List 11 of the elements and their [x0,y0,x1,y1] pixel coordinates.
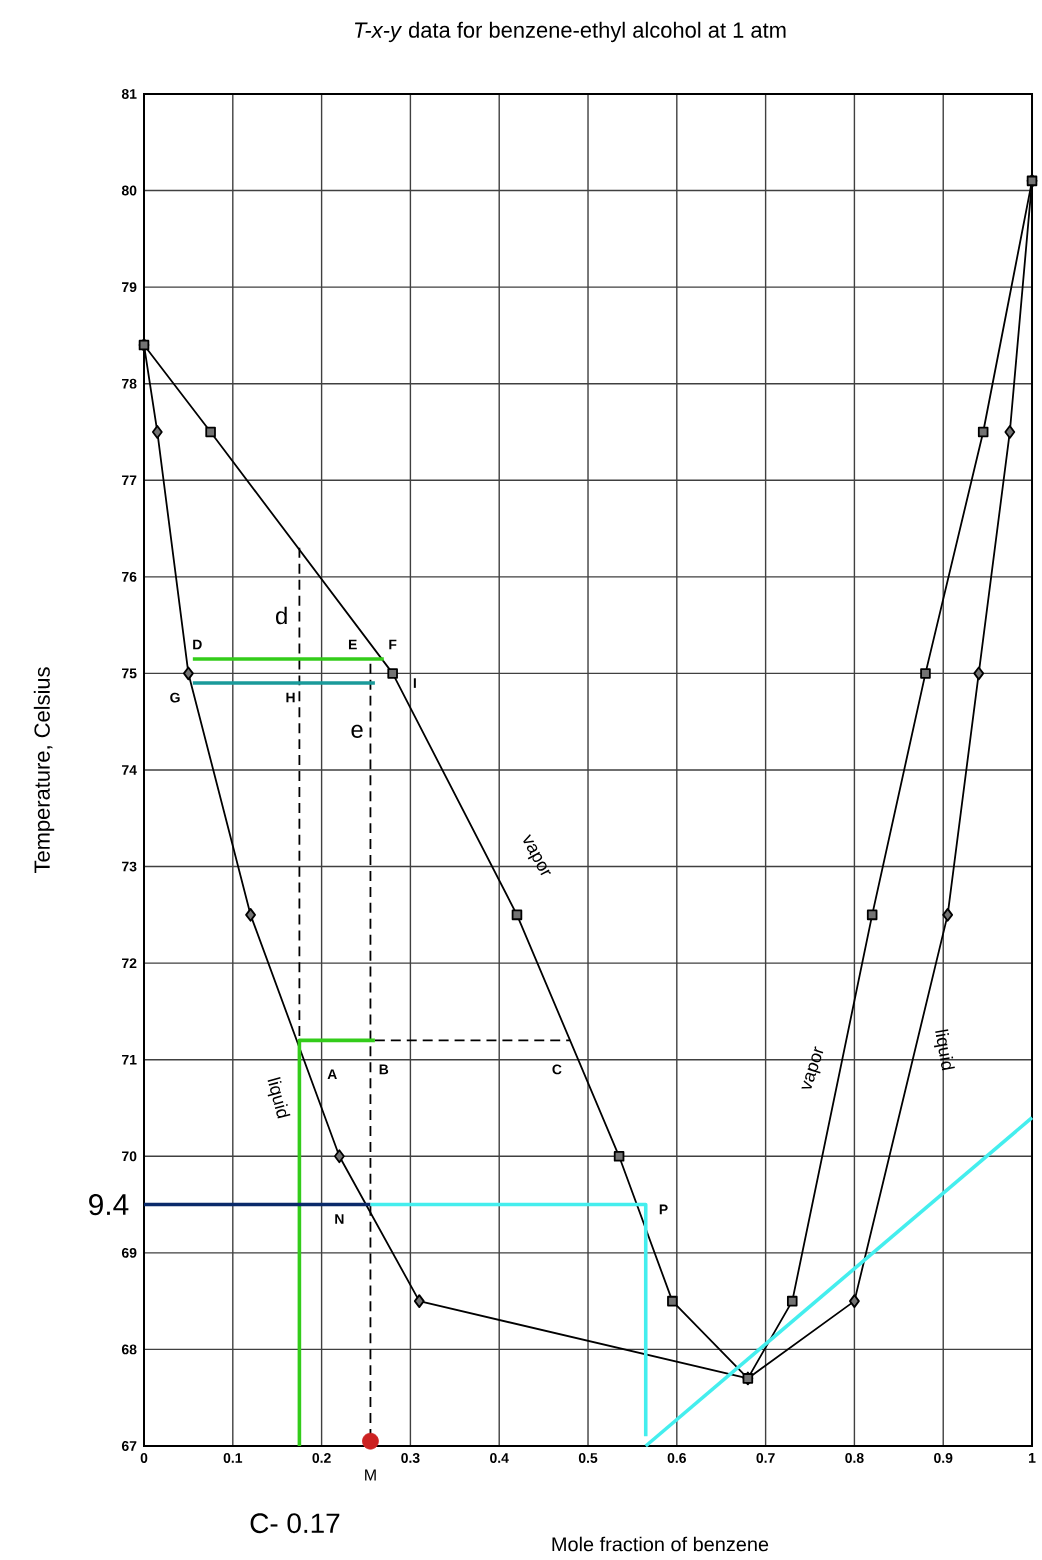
annotation: d [275,606,287,625]
text: C- 0.17 [250,1513,340,1534]
annotation: vapor [522,834,551,876]
annotation: liquid [267,1077,291,1119]
text: 9.4 [88,1193,129,1216]
chart-title: T-x-y data for benzene-ethyl alcohol at 1 atm [354,21,786,43]
annotation: vapor [801,1046,823,1089]
y-axis-title: Temperature, Celsius [33,667,54,874]
annotation: e [351,724,363,738]
annotation: liquid [933,1029,955,1071]
x-axis-title: Mole fraction of benzene [552,1536,768,1552]
